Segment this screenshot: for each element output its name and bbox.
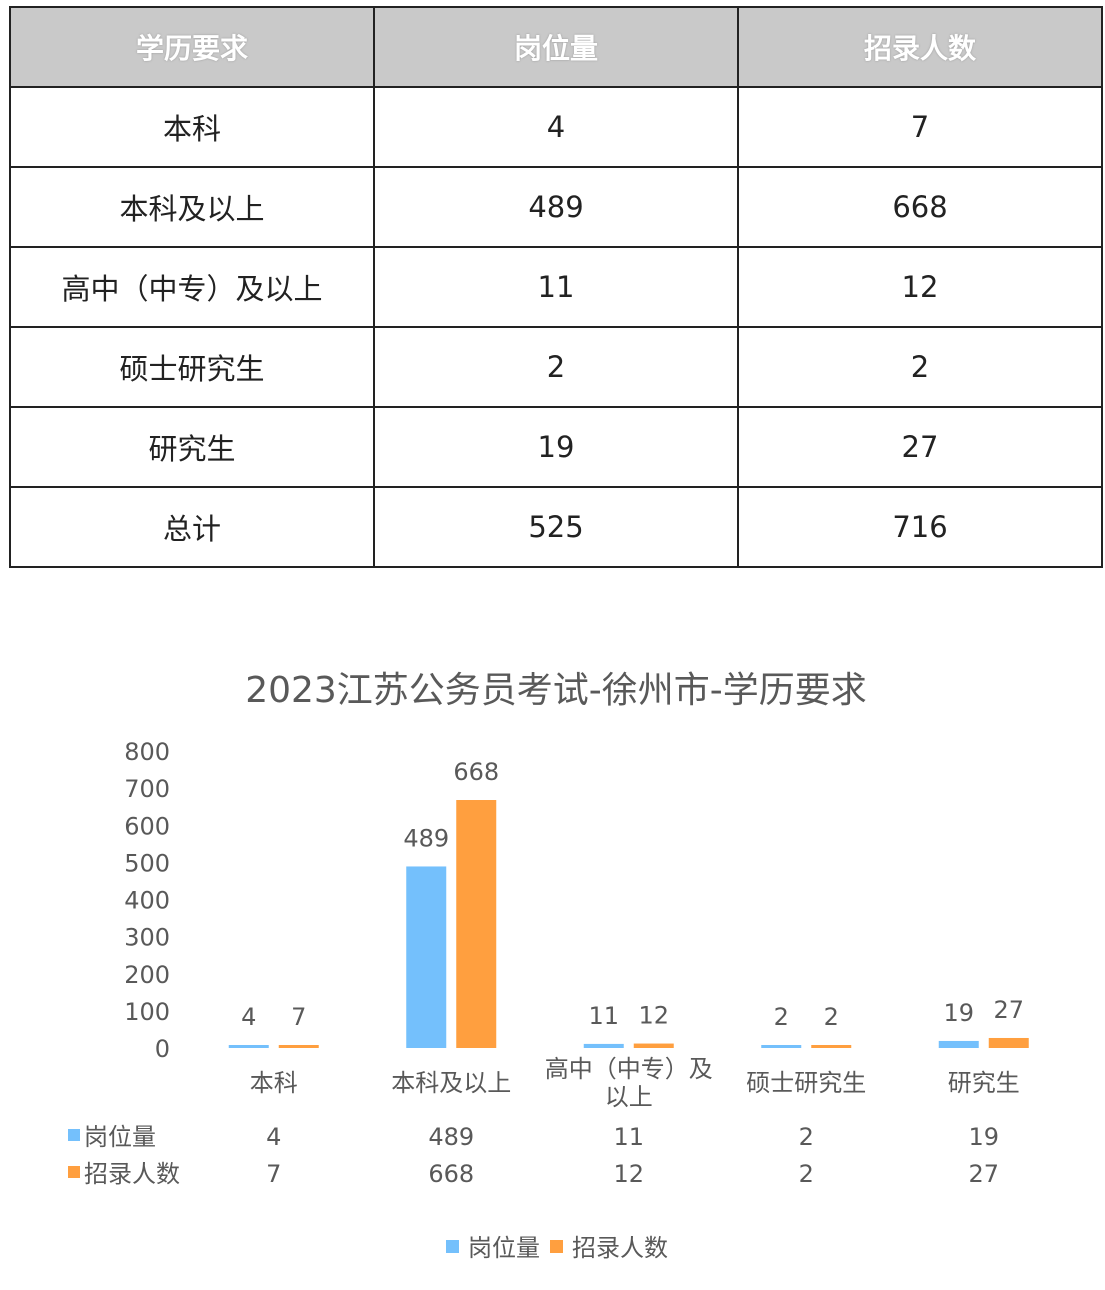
data-label: 11 [588,1002,619,1030]
table-row: 研究生 19 27 [9,406,1103,488]
header-positions: 岗位量 [373,6,739,88]
data-label: 27 [993,996,1024,1024]
data-label: 489 [403,824,449,852]
x-axis: 本科 本科及以上 高中（中专）及以上 硕士研究生 研究生 [250,1055,1020,1111]
table-row: 本科 4 7 [9,86,1103,168]
data-label: 2 [824,1003,839,1031]
cell-positions: 489 [373,166,739,248]
legend-swatch [550,1240,563,1253]
table-value: 2 [799,1123,814,1151]
x-tick-label: 研究生 [948,1069,1020,1097]
cell-education: 总计 [9,486,375,568]
cell-positions: 4 [373,86,739,168]
table-value: 27 [968,1160,999,1188]
data-label: 19 [943,999,974,1027]
x-tick-label: 以上 [605,1083,653,1111]
cell-recruits: 7 [737,86,1103,168]
table-value: 12 [613,1160,644,1188]
y-tick-label: 100 [124,998,170,1026]
y-tick-label: 300 [124,924,170,952]
cell-positions: 11 [373,246,739,328]
bar [811,1045,852,1048]
cell-positions: 19 [373,406,739,488]
data-label: 7 [291,1003,306,1031]
table-row-total: 总计 525 716 [9,486,1103,568]
bar [456,800,497,1048]
bar [761,1045,802,1048]
cell-recruits: 716 [737,486,1103,568]
cell-positions: 525 [373,486,739,568]
header-recruits: 招录人数 [737,6,1103,88]
legend-label: 招录人数 [572,1234,668,1262]
data-label: 4 [241,1003,256,1031]
bar [278,1045,319,1048]
cell-recruits: 668 [737,166,1103,248]
bar [633,1043,674,1048]
series-name: 招录人数 [84,1160,180,1188]
chart-title: 2023江苏公务员考试-徐州市-学历要求 [245,670,867,711]
table-value: 19 [968,1123,999,1151]
y-tick-label: 0 [155,1035,170,1063]
cell-recruits: 27 [737,406,1103,488]
table-value: 11 [613,1123,644,1151]
table-value: 4 [266,1123,281,1151]
table-value: 668 [428,1160,474,1188]
header-education: 学历要求 [9,6,375,88]
cell-recruits: 2 [737,326,1103,408]
data-labels: 4 7 489 668 11 12 2 2 19 27 [241,758,1024,1031]
series-key [68,1129,80,1141]
table-header-row: 学历要求 岗位量 招录人数 [9,6,1103,88]
cell-education: 本科 [9,86,375,168]
series-name: 岗位量 [84,1123,156,1151]
legend-swatch [446,1240,459,1253]
cell-positions: 2 [373,326,739,408]
y-tick-label: 600 [124,812,170,840]
cell-education: 高中（中专）及以上 [9,246,375,328]
table-value: 7 [266,1160,281,1188]
cell-education: 研究生 [9,406,375,488]
cell-recruits: 12 [737,246,1103,328]
bar-chart: 2023江苏公务员考试-徐州市-学历要求 0 100 200 300 400 500 600… [68,670,1029,1262]
x-tick-label: 本科 [250,1069,298,1097]
table-value: 2 [799,1160,814,1188]
legend: 岗位量 招录人数 [446,1234,668,1262]
table-row: 硕士研究生 2 2 [9,326,1103,408]
y-tick-label: 500 [124,849,170,877]
x-tick-label: 本科及以上 [391,1069,511,1097]
table-value: 489 [428,1123,474,1151]
table-row: 本科及以上 489 668 [9,166,1103,248]
bar [583,1043,624,1048]
bars [228,800,1029,1048]
bar [988,1037,1029,1048]
legend-label: 岗位量 [468,1234,540,1262]
cell-education: 本科及以上 [9,166,375,248]
bar [938,1040,979,1048]
bar [406,866,447,1048]
cell-education: 硕士研究生 [9,326,375,408]
series-key [68,1166,80,1178]
chart-data-table: 岗位量 4 489 11 2 19 招录人数 7 668 12 2 27 [68,1123,999,1188]
x-tick-label: 高中（中专）及 [545,1055,713,1083]
y-tick-label: 700 [124,775,170,803]
data-label: 12 [638,1002,669,1030]
bar [228,1045,269,1048]
x-tick-label: 硕士研究生 [746,1069,866,1097]
education-table: 学历要求 岗位量 招录人数 本科 4 7 本科及以上 489 668 高中（中专… [9,6,1103,568]
y-tick-label: 200 [124,961,170,989]
y-tick-label: 400 [124,887,170,915]
y-tick-label: 800 [124,738,170,766]
table-row: 高中（中专）及以上 11 12 [9,246,1103,328]
y-axis: 0 100 200 300 400 500 600 700 800 [124,738,170,1063]
data-label: 668 [453,758,499,786]
data-label: 2 [774,1003,789,1031]
